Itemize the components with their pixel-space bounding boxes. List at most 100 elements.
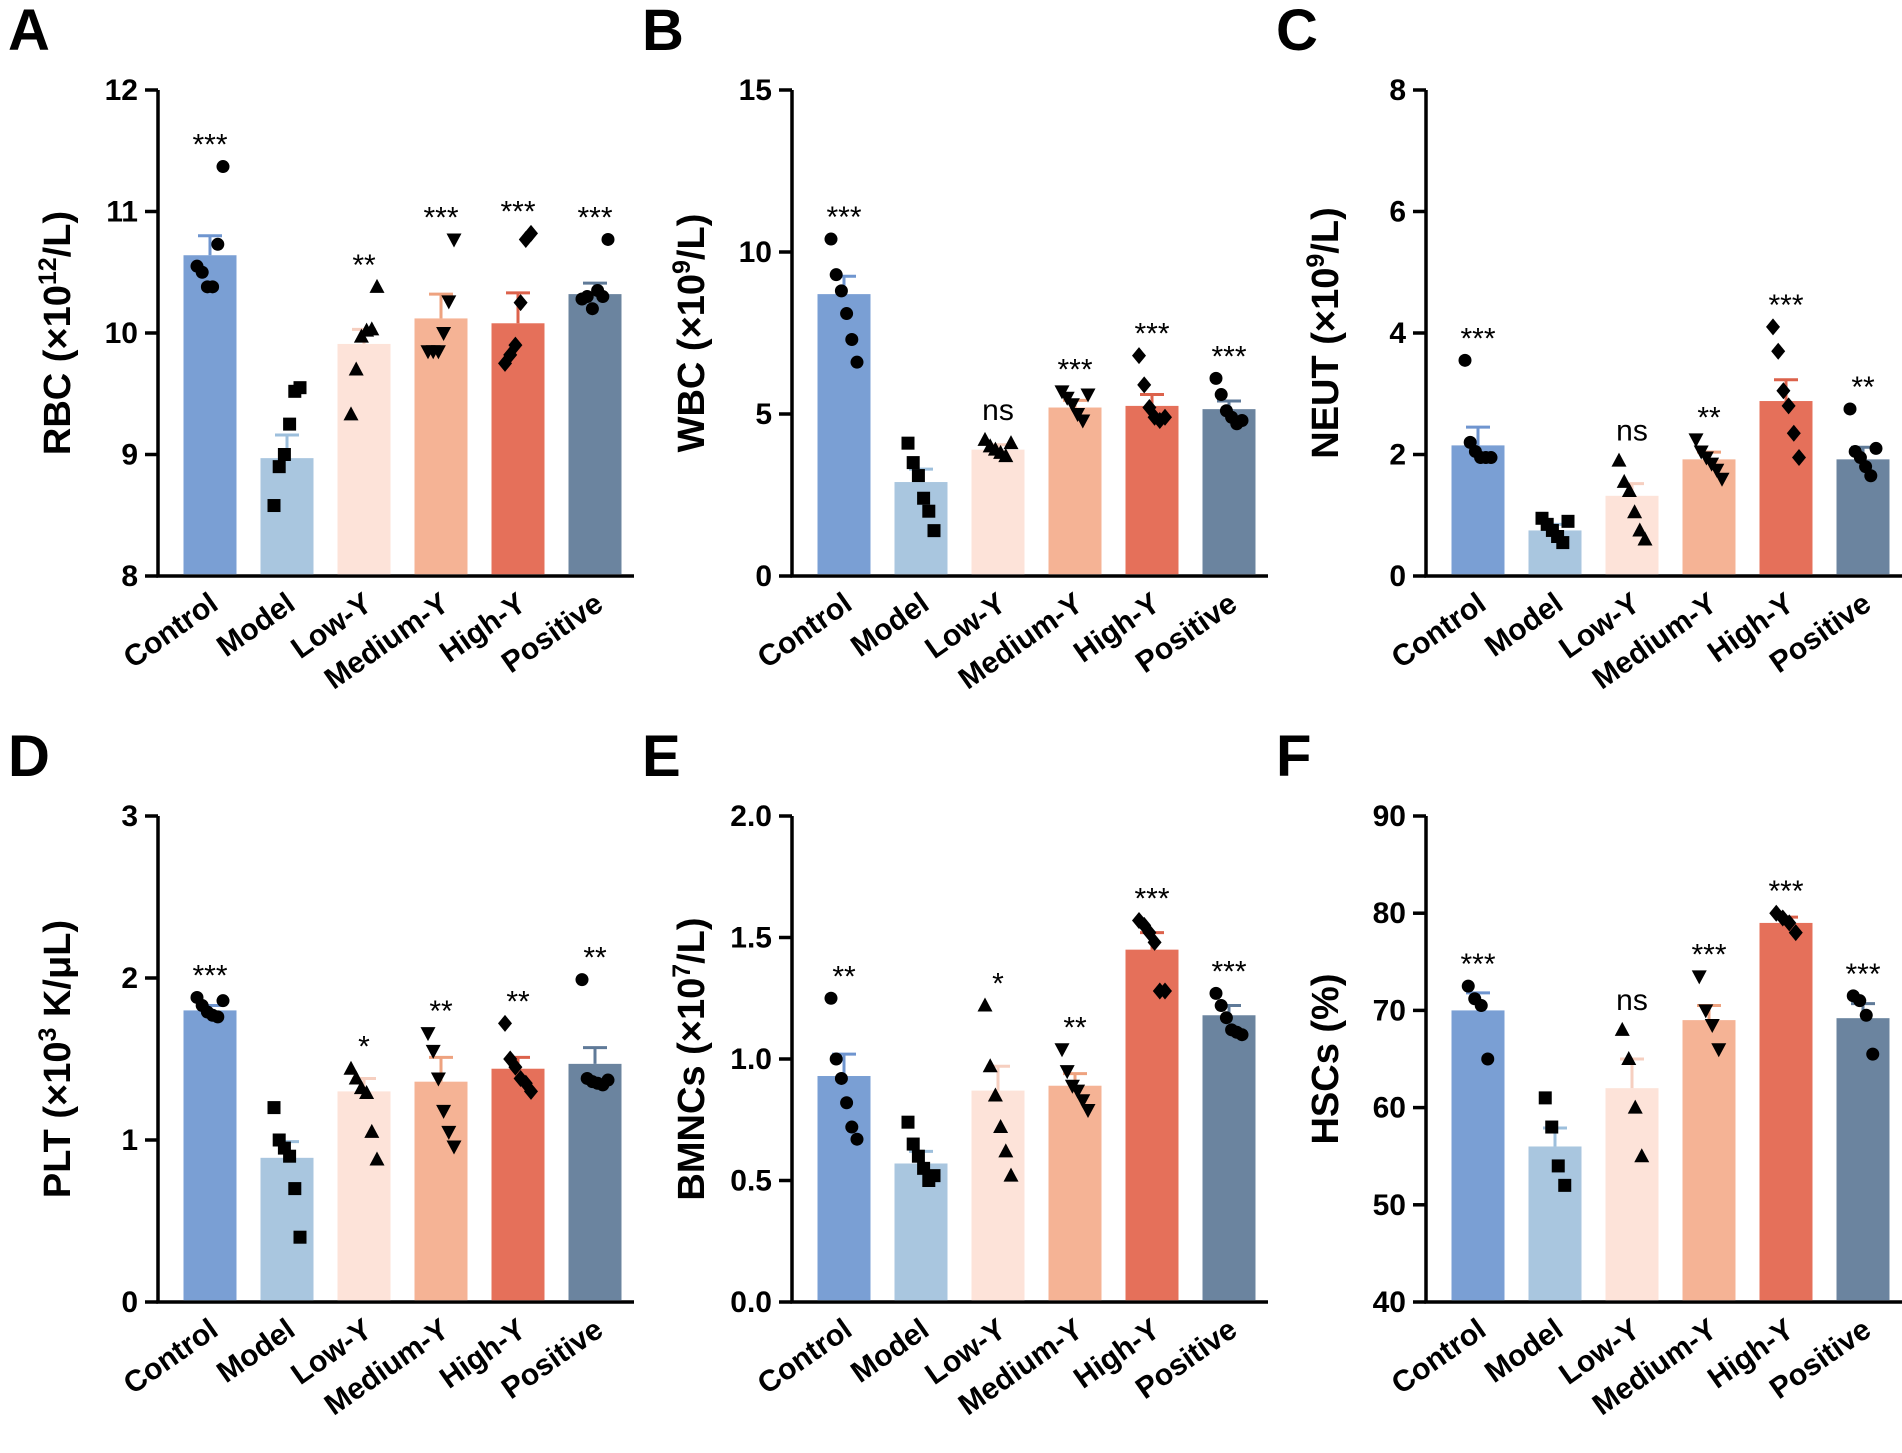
y-axis-title-sup: 9 xyxy=(668,260,696,274)
category-label-control: Control xyxy=(1386,587,1492,675)
significance-label: * xyxy=(992,968,1004,1001)
y-tick-label: 1.5 xyxy=(730,922,772,955)
significance-label: *** xyxy=(577,201,612,234)
bar-high-y xyxy=(491,1068,545,1301)
bar-medium-y xyxy=(1682,459,1736,575)
data-point xyxy=(1614,1021,1630,1036)
data-point xyxy=(1152,411,1167,429)
data-point xyxy=(1551,1159,1565,1173)
bar-medium-y xyxy=(414,318,468,575)
y-axis-title: WBC (×109/L) xyxy=(668,214,713,453)
data-point xyxy=(513,294,528,312)
data-point xyxy=(343,406,359,421)
data-point xyxy=(1158,982,1172,1000)
data-point xyxy=(1704,1018,1720,1033)
bar-positive xyxy=(1202,1015,1256,1301)
data-point xyxy=(1782,914,1797,932)
data-point xyxy=(927,1169,941,1183)
bar-high-y xyxy=(1125,949,1179,1301)
bar-medium-y xyxy=(1682,1020,1736,1301)
data-point xyxy=(206,280,220,294)
y-tick-label: 2 xyxy=(121,962,138,995)
data-point xyxy=(906,456,920,470)
y-tick-label: 8 xyxy=(121,560,138,593)
data-point xyxy=(1132,347,1146,365)
bar-positive xyxy=(1836,459,1890,575)
bar-control xyxy=(183,255,237,575)
significance-label: *** xyxy=(1134,882,1169,915)
data-point xyxy=(1137,376,1152,394)
data-point xyxy=(430,345,446,360)
significance-label: ** xyxy=(1851,371,1875,404)
category-label-model: Model xyxy=(1479,587,1569,664)
data-point xyxy=(1558,1178,1572,1192)
data-point xyxy=(850,1132,864,1146)
y-tick-label: 11 xyxy=(106,196,138,229)
significance-label: *** xyxy=(1134,318,1169,351)
data-point xyxy=(834,284,848,298)
significance-label: ** xyxy=(429,995,453,1028)
y-axis-title: PLT (×103 K/μL) xyxy=(34,920,79,1198)
panel-letter: E xyxy=(642,726,681,789)
data-point xyxy=(1209,986,1223,1000)
data-point xyxy=(987,1087,1003,1102)
data-point xyxy=(1054,1043,1070,1058)
data-point xyxy=(508,1058,523,1076)
bar-medium-y xyxy=(1048,1085,1102,1301)
data-point xyxy=(1561,514,1575,528)
data-point xyxy=(998,448,1014,463)
data-point xyxy=(1634,1148,1650,1163)
data-point xyxy=(1786,424,1801,442)
data-point xyxy=(425,1044,441,1059)
data-point xyxy=(1709,463,1725,478)
bar-low-y xyxy=(1605,495,1659,575)
data-point xyxy=(580,290,594,304)
y-tick-label: 12 xyxy=(105,74,138,107)
data-point xyxy=(1214,999,1228,1013)
chart-svg: E BMNCs (×107/L) 0.0 0.5 1.0 1.5 2.0 ** ControlM… xyxy=(642,726,1268,1422)
y-axis-title-tail: /L) xyxy=(37,211,79,257)
data-point xyxy=(1771,342,1786,360)
data-point xyxy=(596,290,610,304)
significance-label: *** xyxy=(1845,958,1880,991)
y-axis-title-main: BMNCs (×10 xyxy=(671,978,713,1201)
data-point xyxy=(1864,469,1878,483)
y-axis-title: NEUT (×109/L) xyxy=(1302,207,1347,458)
data-point xyxy=(927,524,941,538)
significance-label: ns xyxy=(982,394,1014,427)
category-label-control: Control xyxy=(752,1313,858,1401)
data-point xyxy=(1235,1028,1249,1042)
data-point xyxy=(829,268,843,282)
data-point xyxy=(1484,451,1498,465)
data-point xyxy=(1235,413,1249,427)
data-point xyxy=(901,1115,915,1129)
y-tick-label: 60 xyxy=(1373,1092,1406,1125)
significance-label: ** xyxy=(1063,1011,1087,1044)
bar-positive xyxy=(1202,409,1256,575)
data-point xyxy=(283,1149,297,1163)
significance-label: ** xyxy=(352,249,376,282)
data-point xyxy=(906,1137,920,1151)
data-point xyxy=(1616,473,1632,488)
significance-label: *** xyxy=(1057,353,1092,386)
y-axis-title-sup: 7 xyxy=(668,964,696,978)
data-point xyxy=(195,265,209,279)
data-point xyxy=(824,232,838,246)
data-point xyxy=(1866,1047,1880,1061)
data-point xyxy=(601,1073,615,1087)
data-point xyxy=(1698,1004,1714,1019)
data-point xyxy=(1147,933,1162,951)
bar-low-y xyxy=(337,343,391,575)
category-label-control: Control xyxy=(1386,1313,1492,1401)
category-label-model: Model xyxy=(211,587,301,664)
data-point xyxy=(901,436,915,450)
data-point xyxy=(369,278,385,293)
category-label-model: Model xyxy=(211,1313,301,1390)
data-point xyxy=(601,232,615,246)
data-point xyxy=(359,1085,375,1100)
